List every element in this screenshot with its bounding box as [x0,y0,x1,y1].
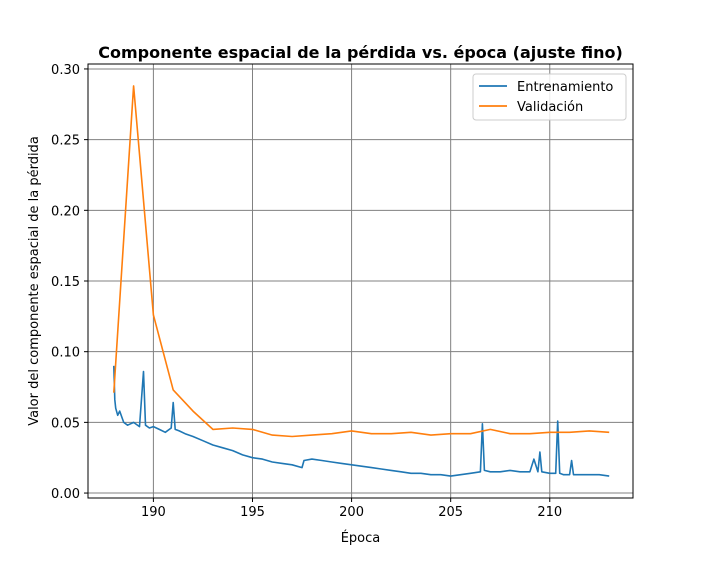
axis-ticks: 190 195 200 205 210 0.00 0.05 0.10 0.15 0.20 0.25 0… [51,63,562,520]
series-line-entrenamiento [113,365,610,477]
y-tick-label: 0.25 [51,134,80,149]
grid [88,64,633,498]
y-tick-label: 0.15 [51,275,80,290]
y-tick-label: 0.00 [51,487,80,502]
x-tick-label: 195 [240,505,265,520]
legend: Entrenamiento Validación [472,73,627,121]
legend-box [472,73,627,121]
y-tick-label: 0.10 [51,346,80,361]
x-tick-label: 205 [438,505,463,520]
series-lines [113,85,610,477]
series-line-validacion [113,85,610,438]
y-tick-label: 0.20 [51,204,80,219]
chart-title: Componente espacial de la pérdida vs. ép… [98,43,623,62]
x-tick-label: 190 [141,505,166,520]
x-tick-label: 210 [537,505,562,520]
x-axis-label: Época [341,530,381,546]
legend-label: Entrenamiento [517,80,613,95]
legend-label: Validación [517,100,583,115]
y-tick-label: 0.30 [51,63,80,78]
x-tick-label: 200 [339,505,364,520]
y-tick-label: 0.05 [51,416,80,431]
y-axis-label: Valor del componente espacial de la pérd… [27,136,42,426]
